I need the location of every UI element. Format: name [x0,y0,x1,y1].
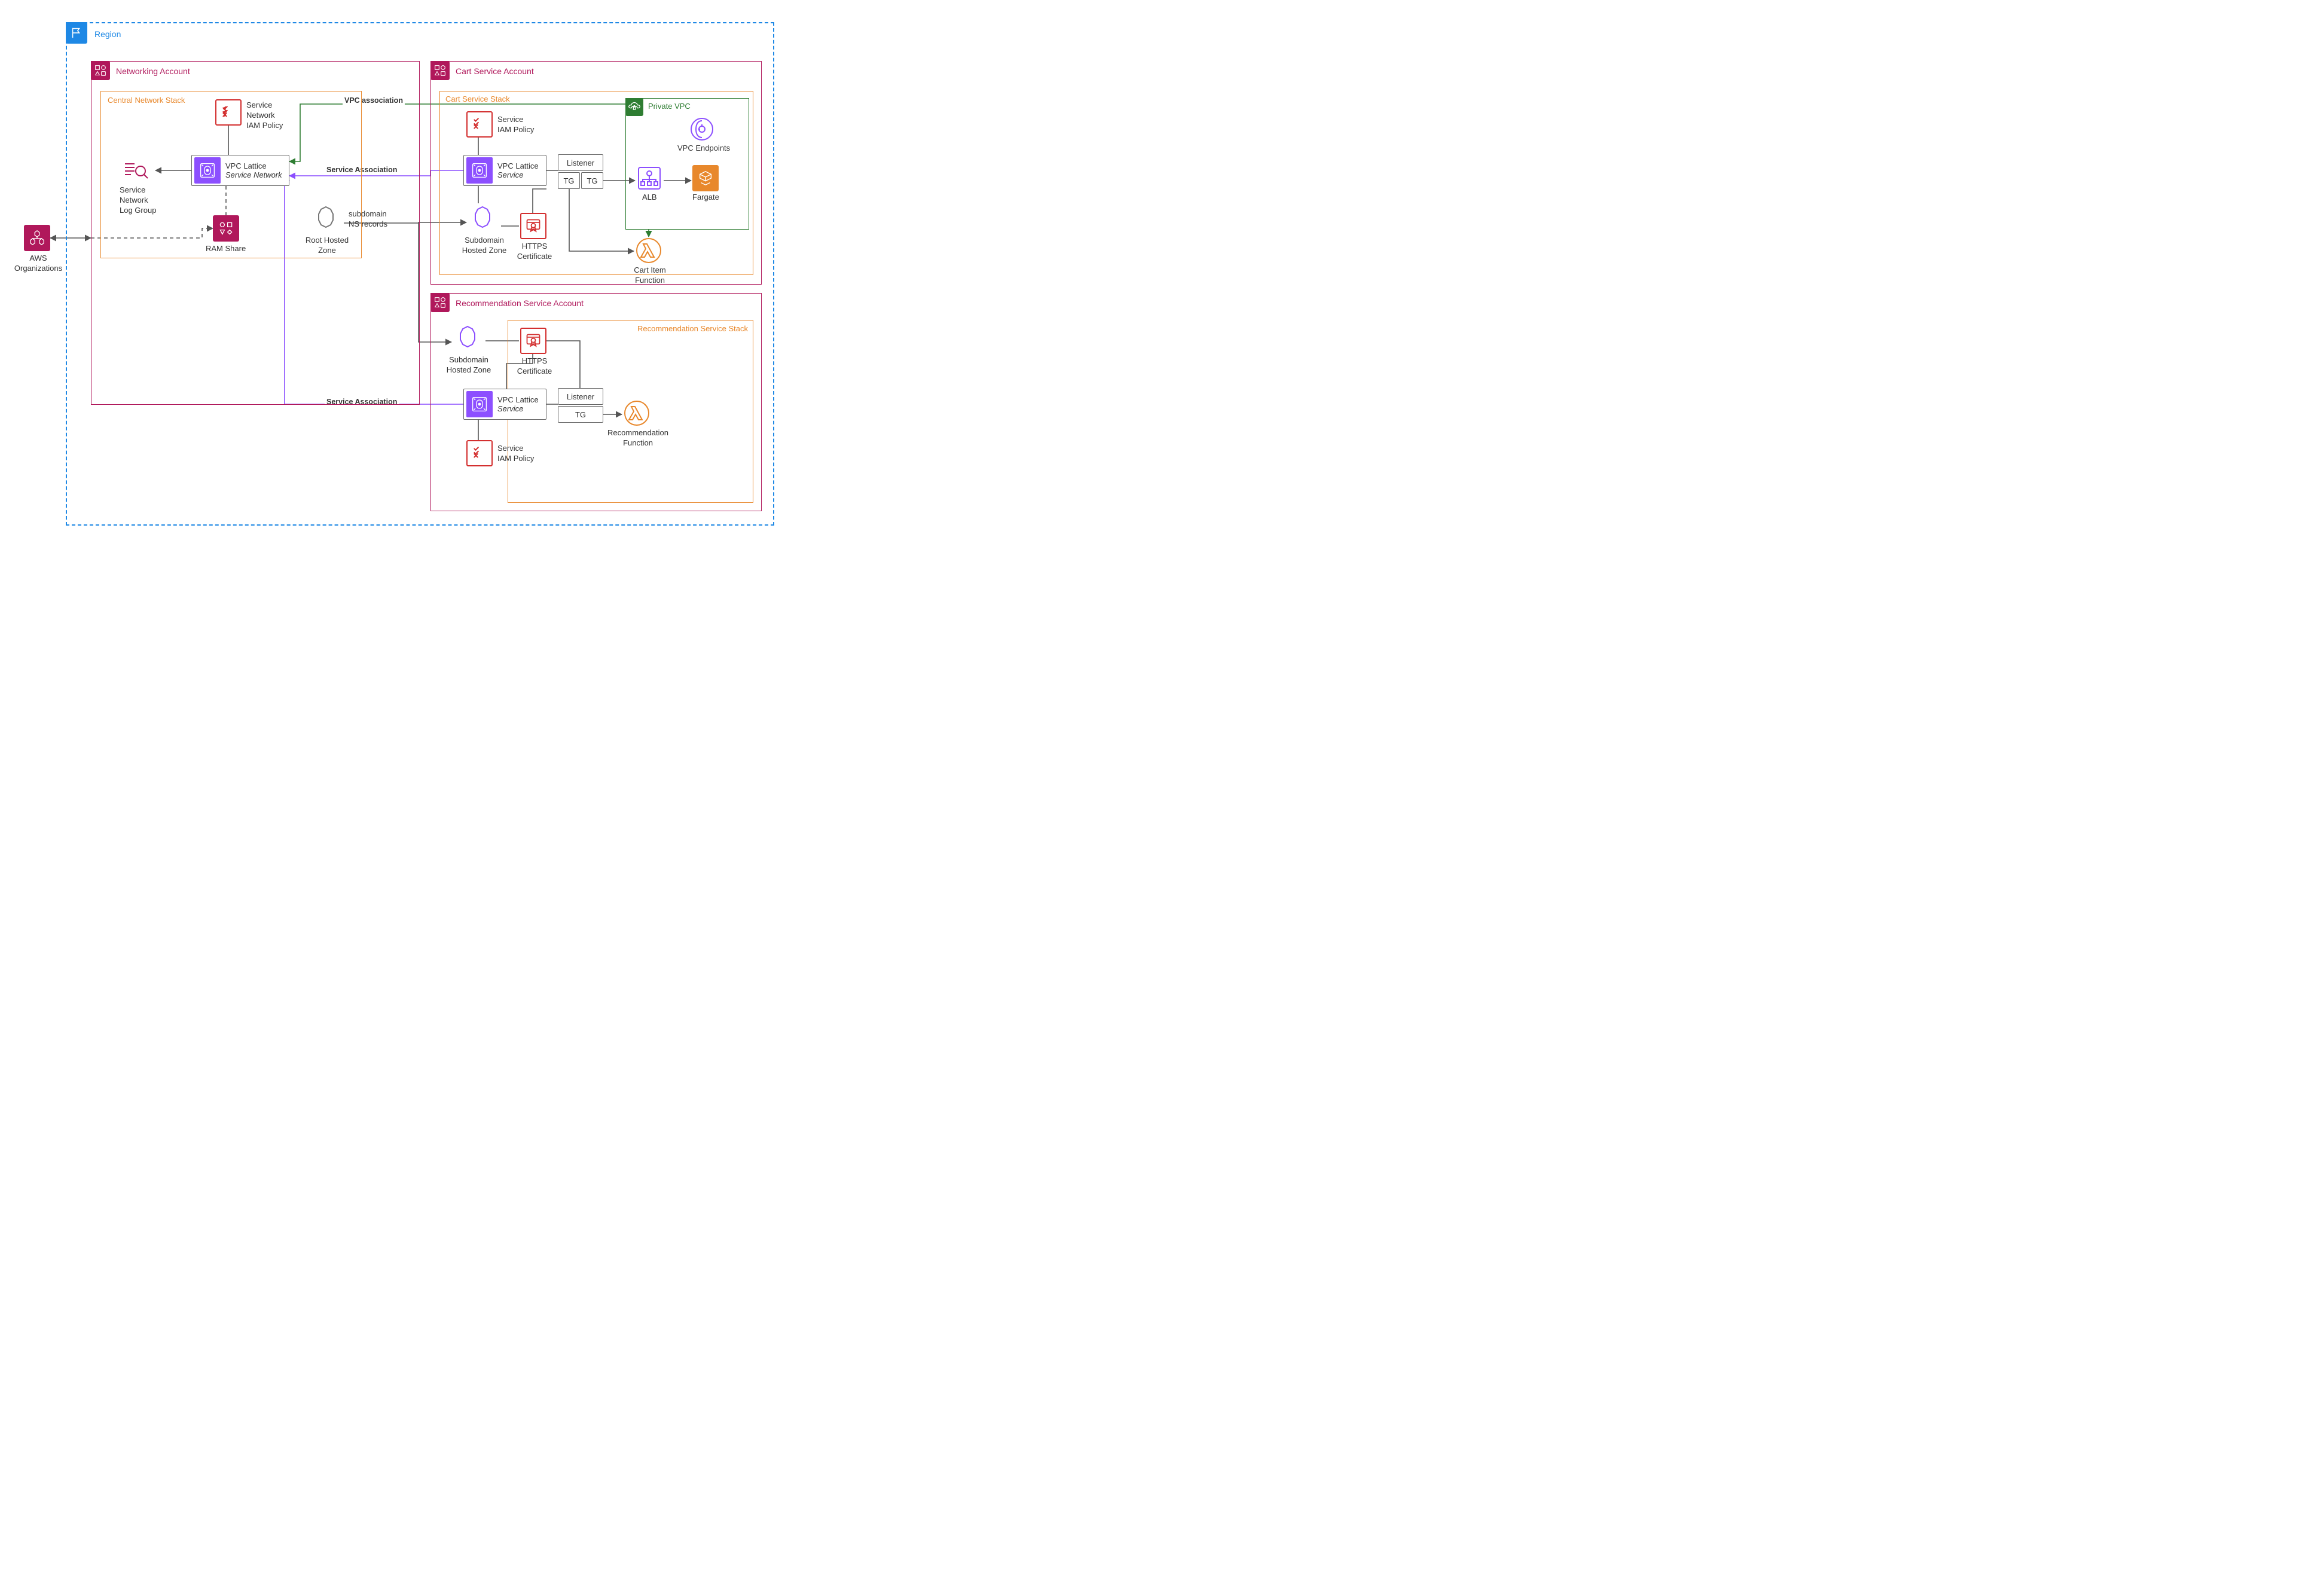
region-label: Region [94,29,121,39]
rec-listener: Listener [558,388,603,405]
rec-iam-label: Service IAM Policy [497,444,534,464]
cart-lambda-label: Cart Item Function [629,265,671,286]
rec-vpc-lattice-service: VPC Lattice Service [463,389,546,420]
networking-account-label: Networking Account [116,66,190,77]
rec-cert-icon [520,328,546,354]
cart-sub-hosted-label: Subdomain Hosted Zone [460,236,508,256]
cart-cert-icon [520,213,546,239]
cart-lambda-icon [635,237,662,266]
networking-iam-icon [215,99,242,126]
rec-iam-icon [466,440,493,466]
rec-lambda-label: Recommendation Function [605,428,671,448]
fargate-icon [692,165,719,191]
aws-org-icon [24,225,50,251]
networking-iam-label: Service Network IAM Policy [246,100,283,131]
cart-iam-label: Service IAM Policy [497,115,534,135]
aws-org-label: AWSOrganizations [12,254,65,274]
cart-iam-icon [466,111,493,138]
rec-cert-label: HTTPS Certificate [515,356,554,377]
rec-account-label: Recommendation Service Account [456,298,584,309]
cart-listener: Listener [558,154,603,171]
cart-sub-hosted-icon [468,204,497,236]
networking-account-icon [91,61,110,80]
ns-records-label: subdomain NS records [349,209,387,230]
ram-share-label: RAM Share [206,244,246,254]
rec-account-icon [430,293,450,312]
endpoints-label: VPC Endpoints [677,144,730,154]
alb-label: ALB [642,193,657,203]
region-flag-icon [66,22,87,44]
fargate-label: Fargate [692,193,719,203]
rec-stack-label: Recommendation Service Stack [637,324,748,334]
alb-icon [636,165,662,193]
root-hosted-zone-icon [311,204,341,236]
rec-sub-hosted-icon [453,324,482,356]
cart-vpc-lattice-service: VPC Lattice Service [463,155,546,186]
root-hosted-zone-label: Root Hosted Zone [297,236,357,256]
cart-account-label: Cart Service Account [456,66,534,77]
rec-sub-hosted-label: Subdomain Hosted Zone [445,355,493,376]
central-network-stack-label: Central Network Stack [108,96,185,106]
rec-tg: TG [558,406,603,423]
cart-tg2: TG [581,172,603,189]
rec-lambda-icon [623,399,651,429]
log-group-icon [123,159,149,185]
log-group-label: Service Network Log Group [120,185,156,216]
private-vpc-label: Private VPC [648,102,691,112]
endpoints-icon [688,115,716,145]
cart-account-icon [430,61,450,80]
ram-share-icon [213,215,239,242]
vpc-lattice-service-network: VPC Lattice Service Network [191,155,289,186]
cart-cert-label: HTTPS Certificate [515,242,554,262]
cart-tg1: TG [558,172,580,189]
cart-stack-label: Cart Service Stack [445,94,510,105]
private-vpc-icon [625,98,643,116]
